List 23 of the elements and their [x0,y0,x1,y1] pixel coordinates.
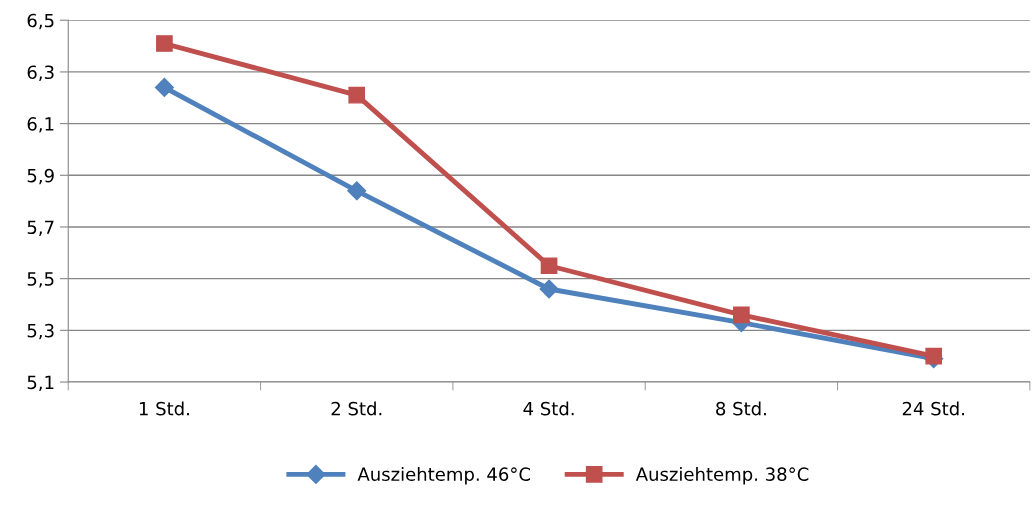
y-tick-label: 5,1 [27,375,54,391]
y-tick-label: 6,3 [27,65,54,81]
point [540,257,558,275]
x-tick-label: 24 Std. [902,401,964,416]
x-tick-label: 1 Std. [139,401,189,416]
y-tick-label: 5,3 [27,323,54,340]
legend-label: Ausziehtemp. 38°C [635,467,809,485]
y-tick-label: 6,1 [27,117,54,133]
point [156,35,173,52]
point [348,86,366,104]
x-tick-label: 2 Std. [331,401,382,416]
x-tick-label: 8 Std. [716,401,766,416]
y-tick-label: 5,7 [27,220,54,236]
point [733,306,750,324]
y-tick-label: 5,9 [27,168,54,185]
y-tick-label: 5,5 [27,272,54,288]
point [347,181,367,201]
legend-label: Ausziehtemp. 46°C [357,467,531,485]
x-tick-label: 4 Std. [523,401,574,416]
point [154,77,174,97]
y-tick-label: 6,5 [27,13,54,30]
point [925,347,943,365]
point [539,279,559,299]
